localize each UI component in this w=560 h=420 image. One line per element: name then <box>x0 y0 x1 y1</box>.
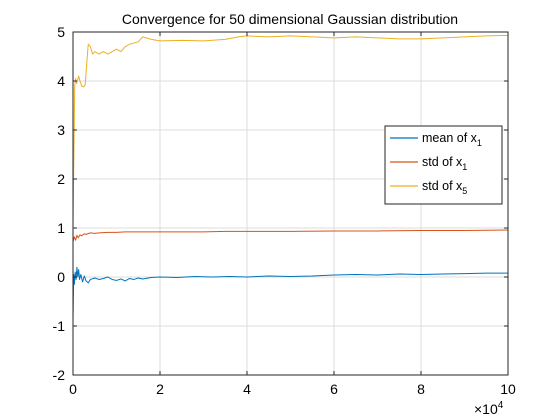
x-tick-label: 6 <box>330 381 338 397</box>
x-axis-exponent-base: ×10 <box>474 401 498 417</box>
chart-title: Convergence for 50 dimensional Gaussian … <box>122 11 458 27</box>
x-axis-exponent: ×104 <box>474 400 504 417</box>
y-tick-label: -1 <box>53 318 66 334</box>
legend-label-1: mean of x1 <box>422 131 482 148</box>
legend-label-3: std of x5 <box>422 179 467 196</box>
y-tick-label: 3 <box>57 122 65 138</box>
x-tick-label: 10 <box>500 381 516 397</box>
series-line-2 <box>72 229 509 242</box>
series-line-3 <box>72 34 509 229</box>
y-tick-label: 2 <box>57 171 65 187</box>
x-tick-label: 2 <box>156 381 164 397</box>
x-tick-label: 8 <box>417 381 425 397</box>
series-layer <box>72 34 509 322</box>
plot-frame <box>72 31 509 376</box>
x-tick-label: 4 <box>243 381 251 397</box>
y-tick-label: -2 <box>53 367 66 383</box>
y-tick-label: 4 <box>57 73 65 89</box>
y-tick-label: 1 <box>57 220 65 236</box>
y-tick-label: 0 <box>57 269 65 285</box>
x-tick-label: 0 <box>69 381 77 397</box>
y-tick-label: 5 <box>57 24 65 40</box>
legend-label-2: std of x1 <box>422 155 467 172</box>
axis-ticks: 0 2 4 6 8 10 -2 -1 0 1 2 3 4 5 <box>53 24 516 397</box>
x-axis-exponent-power: 4 <box>498 400 504 411</box>
legend: mean of x1 std of x1 std of x5 <box>384 125 503 205</box>
legend-box <box>384 125 503 205</box>
series-line-1 <box>72 266 508 322</box>
